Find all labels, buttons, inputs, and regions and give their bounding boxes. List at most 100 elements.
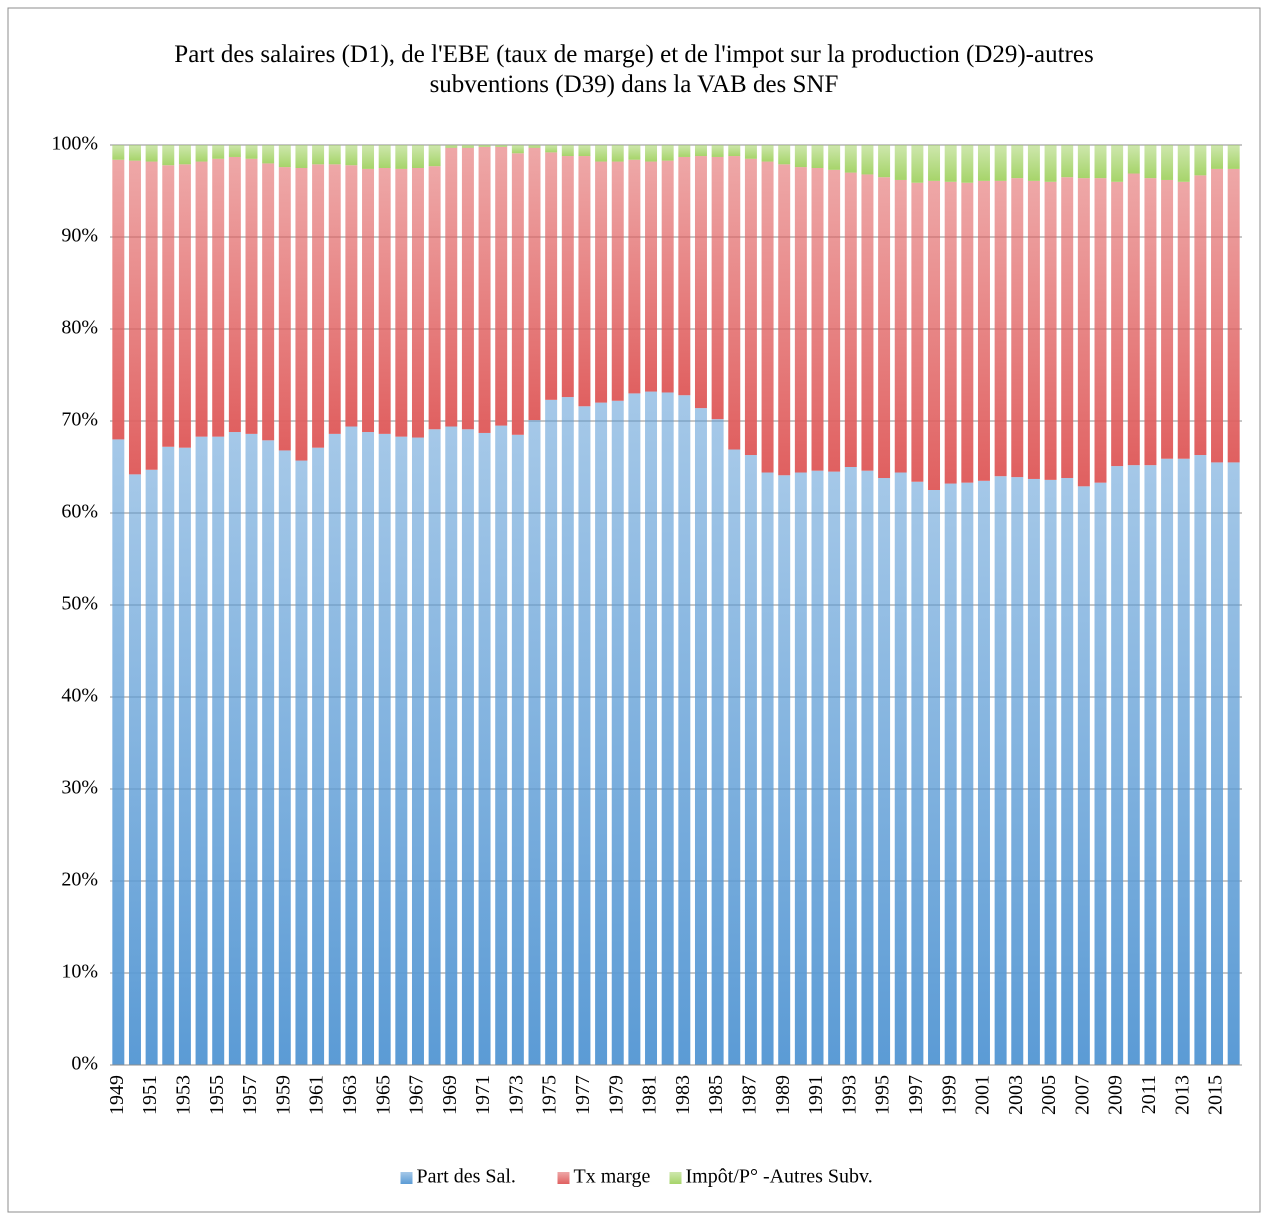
bar-segment <box>778 164 791 476</box>
x-tick-label: 1983 <box>672 1075 694 1115</box>
bar-segment <box>828 471 841 1066</box>
bar-segment <box>1127 145 1140 174</box>
bar-segment <box>145 145 158 162</box>
bar-segment <box>362 145 375 169</box>
y-tick-label: 0% <box>71 1053 98 1075</box>
legend-swatch <box>557 1172 570 1184</box>
bar-segment <box>1127 465 1140 1065</box>
bar-segment <box>961 482 974 1065</box>
bar-segment <box>1161 145 1174 180</box>
bar-segment <box>994 180 1007 477</box>
bar-segment <box>162 165 175 447</box>
bar-segment <box>461 429 474 1065</box>
bar-segment <box>1194 145 1207 176</box>
x-tick-label: 2005 <box>1038 1075 1060 1115</box>
x-tick-label: 1967 <box>406 1075 428 1115</box>
bar-segment <box>661 392 674 1066</box>
bar-segment <box>1111 466 1124 1066</box>
x-tick-label: 1963 <box>339 1075 361 1115</box>
bar-segment <box>112 159 125 440</box>
legend-label: Part des Sal. <box>417 1166 516 1188</box>
bar-segment <box>312 145 325 165</box>
bar-segment <box>145 469 158 1065</box>
y-tick-label: 90% <box>61 225 98 247</box>
bar-segment <box>1044 479 1057 1065</box>
bar-segment <box>828 169 841 472</box>
bar-segment <box>744 145 757 159</box>
bar-segment <box>378 168 391 434</box>
y-tick-label: 50% <box>61 593 98 615</box>
bar-segment <box>295 145 308 168</box>
bar-segment <box>495 145 508 147</box>
bar-segment <box>811 470 824 1065</box>
bar-segment <box>295 168 308 461</box>
bar-segment <box>428 166 441 430</box>
bar-segment <box>128 160 141 475</box>
x-tick-label: 1991 <box>805 1075 827 1115</box>
bar-segment <box>328 164 341 434</box>
bar-segment <box>761 145 774 162</box>
legend-label: Impôt/P° -Autres Subv. <box>686 1166 873 1188</box>
bar-segment <box>977 480 990 1065</box>
x-tick-label: 2013 <box>1171 1075 1193 1115</box>
bar-segment <box>1227 145 1240 169</box>
bar-segment <box>362 432 375 1065</box>
bar-segment <box>1061 478 1074 1065</box>
bar-segment <box>478 145 491 147</box>
bar-segment <box>1177 458 1190 1066</box>
bar-segment <box>694 156 707 409</box>
bar-segment <box>794 145 807 168</box>
bar-segment <box>212 436 225 1065</box>
bar-segment <box>128 474 141 1065</box>
bar-segment <box>645 145 658 162</box>
bar-segment <box>861 470 874 1065</box>
bar-segment <box>628 145 641 160</box>
bar-segment <box>511 145 524 154</box>
bar-segment <box>1027 180 1040 479</box>
bar-segment <box>728 145 741 157</box>
bar-segment <box>761 472 774 1065</box>
bar-segment <box>278 145 291 168</box>
bar-segment <box>1144 465 1157 1065</box>
x-tick-label: 1949 <box>106 1075 128 1115</box>
bar-segment <box>178 164 191 448</box>
bar-segment <box>794 167 807 473</box>
bar-segment <box>145 161 158 470</box>
bar-segment <box>1044 145 1057 182</box>
bar-segment <box>861 174 874 471</box>
bar-segment <box>844 145 857 173</box>
bar-segment <box>378 433 391 1065</box>
bar-segment <box>778 145 791 165</box>
bar-segment <box>694 408 707 1065</box>
x-tick-label: 1959 <box>272 1075 294 1115</box>
bar-segment <box>977 145 990 181</box>
bar-segment <box>977 180 990 481</box>
y-tick-label: 60% <box>61 501 98 523</box>
x-tick-label: 1975 <box>539 1075 561 1115</box>
bar-segment <box>811 145 824 168</box>
bar-segment <box>1194 455 1207 1065</box>
bar-segment <box>112 145 125 160</box>
y-tick-label: 100% <box>51 133 98 155</box>
bar-segment <box>262 163 275 441</box>
bar-segment <box>1077 486 1090 1065</box>
bar-segment <box>645 391 658 1065</box>
x-tick-label: 1973 <box>505 1075 527 1115</box>
x-tick-label: 1955 <box>206 1075 228 1115</box>
bar-segment <box>1161 458 1174 1066</box>
bar-segment <box>445 145 458 148</box>
bar-segment <box>611 145 624 162</box>
bar-segment <box>761 161 774 473</box>
bar-segment <box>545 399 558 1066</box>
bar-segment <box>894 472 907 1065</box>
bar-segment <box>312 164 325 448</box>
bar-segment <box>894 145 907 180</box>
bar-segment <box>661 145 674 161</box>
bar-segment <box>411 168 424 438</box>
x-tick-label: 1951 <box>139 1075 161 1115</box>
bar-segment <box>345 145 358 166</box>
bar-segment <box>744 158 757 456</box>
bar-segment <box>595 145 608 162</box>
x-tick-label: 1997 <box>905 1075 927 1115</box>
